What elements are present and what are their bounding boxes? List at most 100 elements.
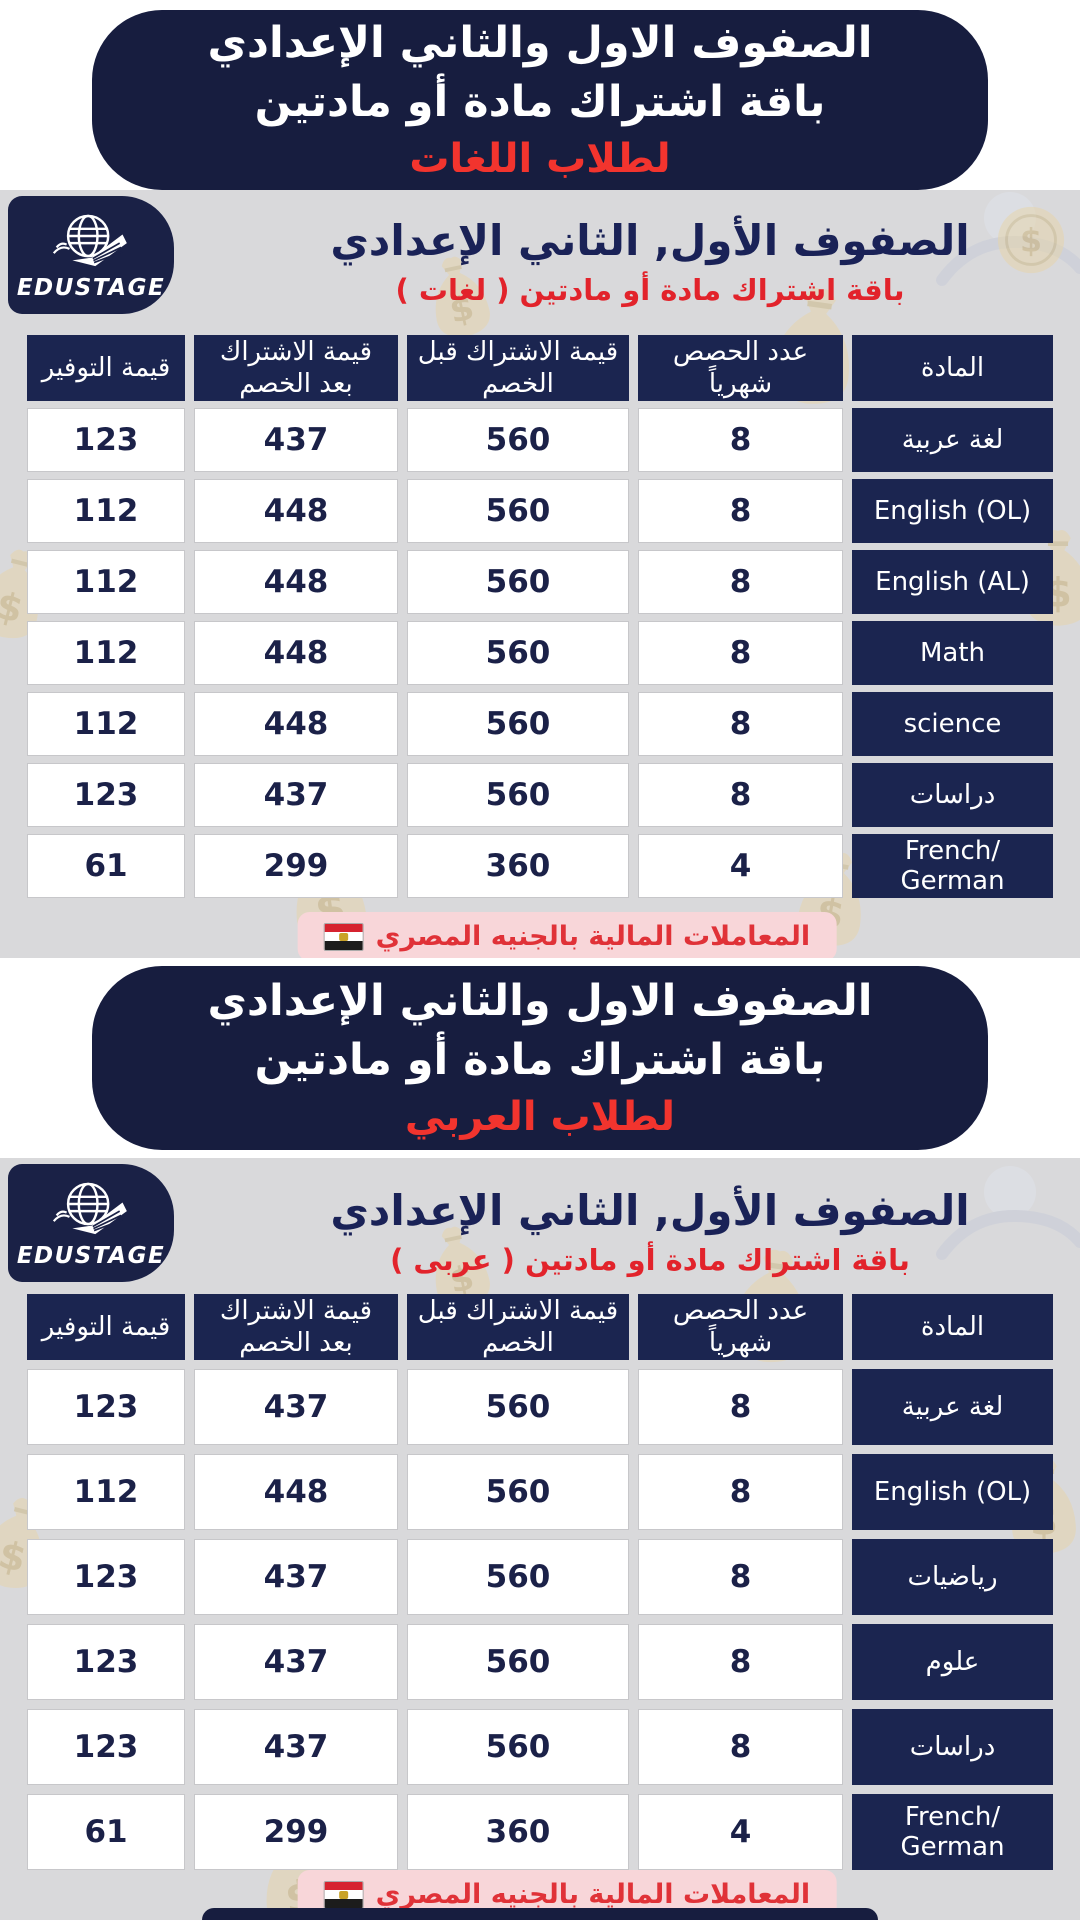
- classes-per-month-cell: 8: [638, 1454, 843, 1530]
- column-header-savings: قيمة التوفير: [27, 1294, 185, 1360]
- classes-per-month-cell: 8: [638, 621, 843, 685]
- price-before-cell: 360: [407, 1794, 629, 1870]
- classes-per-month-cell: 4: [638, 834, 843, 898]
- price-after-cell: 448: [194, 1454, 398, 1530]
- logo-text: EDUSTAGE: [16, 1243, 166, 1269]
- banner-languages: الصفوف الاول والثاني الإعدادي باقة اشترا…: [92, 10, 988, 190]
- savings-cell: 123: [27, 1539, 185, 1615]
- column-header-subject: المادة: [852, 335, 1053, 401]
- savings-cell: 61: [27, 1794, 185, 1870]
- column-header-price-before: قيمة الاشتراك قبل الخصم: [407, 335, 629, 401]
- price-after-cell: 448: [194, 550, 398, 614]
- subject-cell: دراسات: [852, 763, 1053, 827]
- table-header-row: المادة عدد الحصص شهرياً قيمة الاشتراك قب…: [27, 335, 1053, 401]
- table-row: English (OL) 8 560 448 112: [27, 1454, 1053, 1530]
- edustage-logo: EDUSTAGE: [8, 196, 174, 314]
- table-body: لغة عربية 8 560 437 123 English (OL) 8 5…: [27, 1369, 1053, 1870]
- subject-cell: science: [852, 692, 1053, 756]
- price-before-cell: 560: [407, 1709, 629, 1785]
- subject-cell: رياضيات: [852, 1539, 1053, 1615]
- banner-title-line1: الصفوف الاول والثاني الإعدادي: [207, 976, 873, 1027]
- table-row: دراسات 8 560 437 123: [27, 1709, 1053, 1785]
- classes-per-month-cell: 8: [638, 479, 843, 543]
- table-row: science 8 560 448 112: [27, 692, 1053, 756]
- price-before-cell: 560: [407, 479, 629, 543]
- column-header-price-before: قيمة الاشتراك قبل الخصم: [407, 1294, 629, 1360]
- savings-cell: 123: [27, 1624, 185, 1700]
- table-row: لغة عربية 8 560 437 123: [27, 408, 1053, 472]
- column-header-price-after: قيمة الاشتراك بعد الخصم: [194, 1294, 398, 1360]
- savings-cell: 112: [27, 479, 185, 543]
- logo-text: EDUSTAGE: [16, 275, 166, 301]
- column-header-savings: قيمة التوفير: [27, 335, 185, 401]
- banner-title-line2: باقة اشتراك مادة أو مادتين: [254, 1035, 826, 1085]
- savings-cell: 112: [27, 692, 185, 756]
- banner-title-line2: باقة اشتراك مادة أو مادتين: [254, 77, 826, 127]
- classes-per-month-cell: 8: [638, 550, 843, 614]
- table-row: لغة عربية 8 560 437 123: [27, 1369, 1053, 1445]
- price-after-cell: 448: [194, 692, 398, 756]
- edustage-logo: EDUSTAGE: [8, 1164, 174, 1282]
- section-title: الصفوف الأول, الثاني الإعدادي: [330, 216, 970, 265]
- arabic-panel: EDUSTAGE الصفوف الأول, الثاني الإعدادي ب…: [0, 1158, 1080, 1920]
- pricing-table-languages: المادة عدد الحصص شهرياً قيمة الاشتراك قب…: [27, 335, 1053, 898]
- section-header: الصفوف الأول, الثاني الإعدادي باقة اشترا…: [270, 216, 1030, 307]
- table-row: رياضيات 8 560 437 123: [27, 1539, 1053, 1615]
- price-after-cell: 437: [194, 763, 398, 827]
- section-header: الصفوف الأول, الثاني الإعدادي باقة اشترا…: [270, 1186, 1030, 1277]
- classes-per-month-cell: 8: [638, 1624, 843, 1700]
- price-after-cell: 448: [194, 621, 398, 685]
- price-after-cell: 437: [194, 1539, 398, 1615]
- subject-cell: English (OL): [852, 479, 1053, 543]
- price-before-cell: 360: [407, 834, 629, 898]
- egypt-flag-icon: [323, 922, 364, 951]
- classes-per-month-cell: 4: [638, 1794, 843, 1870]
- price-before-cell: 560: [407, 1454, 629, 1530]
- currency-note-text: المعاملات المالية بالجنيه المصري: [375, 1879, 811, 1910]
- column-header-price-after: قيمة الاشتراك بعد الخصم: [194, 335, 398, 401]
- table-body: لغة عربية 8 560 437 123 English (OL) 8 5…: [27, 408, 1053, 898]
- price-before-cell: 560: [407, 621, 629, 685]
- banner-arabic: الصفوف الاول والثاني الإعدادي باقة اشترا…: [92, 966, 988, 1150]
- price-before-cell: 560: [407, 408, 629, 472]
- price-after-cell: 437: [194, 1369, 398, 1445]
- price-after-cell: 437: [194, 408, 398, 472]
- table-header-row: المادة عدد الحصص شهرياً قيمة الاشتراك قب…: [27, 1294, 1053, 1360]
- subject-cell: French/ German: [852, 834, 1053, 898]
- table-row: English (AL) 8 560 448 112: [27, 550, 1053, 614]
- classes-per-month-cell: 8: [638, 1369, 843, 1445]
- table-row: French/ German 4 360 299 61: [27, 834, 1053, 898]
- classes-per-month-cell: 8: [638, 408, 843, 472]
- price-before-cell: 560: [407, 1624, 629, 1700]
- classes-per-month-cell: 8: [638, 763, 843, 827]
- subject-cell: French/ German: [852, 1794, 1053, 1870]
- price-after-cell: 448: [194, 479, 398, 543]
- savings-cell: 123: [27, 1369, 185, 1445]
- savings-cell: 61: [27, 834, 185, 898]
- banner-audience-label: لطلاب اللغات: [409, 135, 671, 182]
- column-header-classes: عدد الحصص شهرياً: [638, 1294, 843, 1360]
- languages-panel: EDUSTAGE الصفوف الأول, الثاني الإعدادي ب…: [0, 190, 1080, 958]
- savings-cell: 123: [27, 408, 185, 472]
- next-banner-edge: [202, 1908, 878, 1920]
- price-before-cell: 560: [407, 763, 629, 827]
- banner-audience-label: لطلاب العربي: [404, 1093, 676, 1140]
- table-row: French/ German 4 360 299 61: [27, 1794, 1053, 1870]
- price-after-cell: 299: [194, 1794, 398, 1870]
- savings-cell: 112: [27, 550, 185, 614]
- price-after-cell: 299: [194, 834, 398, 898]
- price-after-cell: 437: [194, 1709, 398, 1785]
- globe-book-icon: [52, 1182, 127, 1235]
- currency-note-text: المعاملات المالية بالجنيه المصري: [375, 921, 811, 952]
- subject-cell: لغة عربية: [852, 408, 1053, 472]
- section-title: الصفوف الأول, الثاني الإعدادي: [330, 1186, 970, 1235]
- table-row: دراسات 8 560 437 123: [27, 763, 1053, 827]
- price-before-cell: 560: [407, 1369, 629, 1445]
- classes-per-month-cell: 8: [638, 692, 843, 756]
- savings-cell: 123: [27, 1709, 185, 1785]
- savings-cell: 112: [27, 621, 185, 685]
- subject-cell: English (AL): [852, 550, 1053, 614]
- table-row: Math 8 560 448 112: [27, 621, 1053, 685]
- banner-title-line1: الصفوف الاول والثاني الإعدادي: [207, 18, 873, 69]
